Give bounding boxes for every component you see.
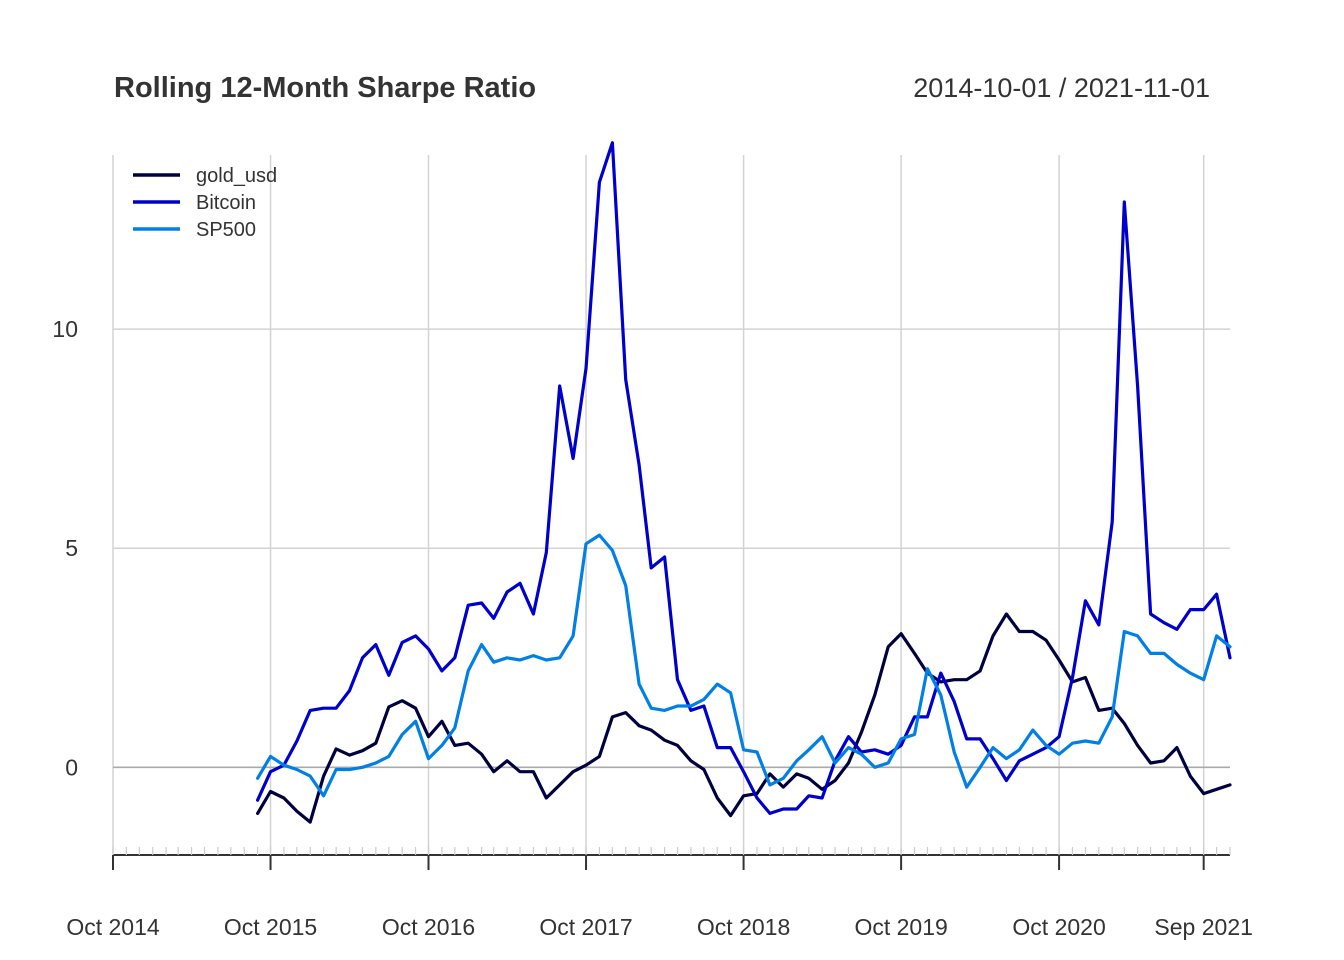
x-tick-label: Oct 2018 (697, 914, 790, 940)
x-axis: Oct 2014 Oct 2015 Oct 2016 Oct 2017 Oct 2018… (66, 847, 1253, 940)
legend-label: SP500 (196, 219, 256, 241)
y-tick-label: 0 (65, 754, 78, 780)
x-tick-label: Oct 2019 (854, 914, 947, 940)
x-tick-label: Oct 2017 (539, 914, 632, 940)
legend-label: Bitcoin (196, 192, 256, 214)
date-range-label: 2014-10-01 / 2021-11-01 (913, 73, 1210, 103)
y-tick-label: 5 (65, 535, 78, 561)
series-line-sp500 (256, 533, 1232, 798)
chart-title: Rolling 12-Month Sharpe Ratio (114, 72, 536, 104)
x-tick-label: Oct 2015 (224, 914, 317, 940)
series-line-bitcoin (256, 141, 1232, 816)
x-tick-label: Sep 2021 (1154, 914, 1252, 940)
x-tick-label: Oct 2014 (66, 914, 160, 940)
y-gridlines (113, 328, 1230, 549)
x-tick-label: Oct 2020 (1012, 914, 1105, 940)
y-axis-labels: 0 5 10 (52, 316, 78, 780)
y-tick-label: 10 (52, 316, 78, 342)
series-lines (256, 141, 1232, 824)
legend-label: gold_usd (196, 165, 277, 187)
x-tick-label: Oct 2016 (382, 914, 475, 940)
series-line-gold_usd (256, 612, 1232, 824)
legend: gold_usd Bitcoin SP500 (133, 165, 277, 241)
